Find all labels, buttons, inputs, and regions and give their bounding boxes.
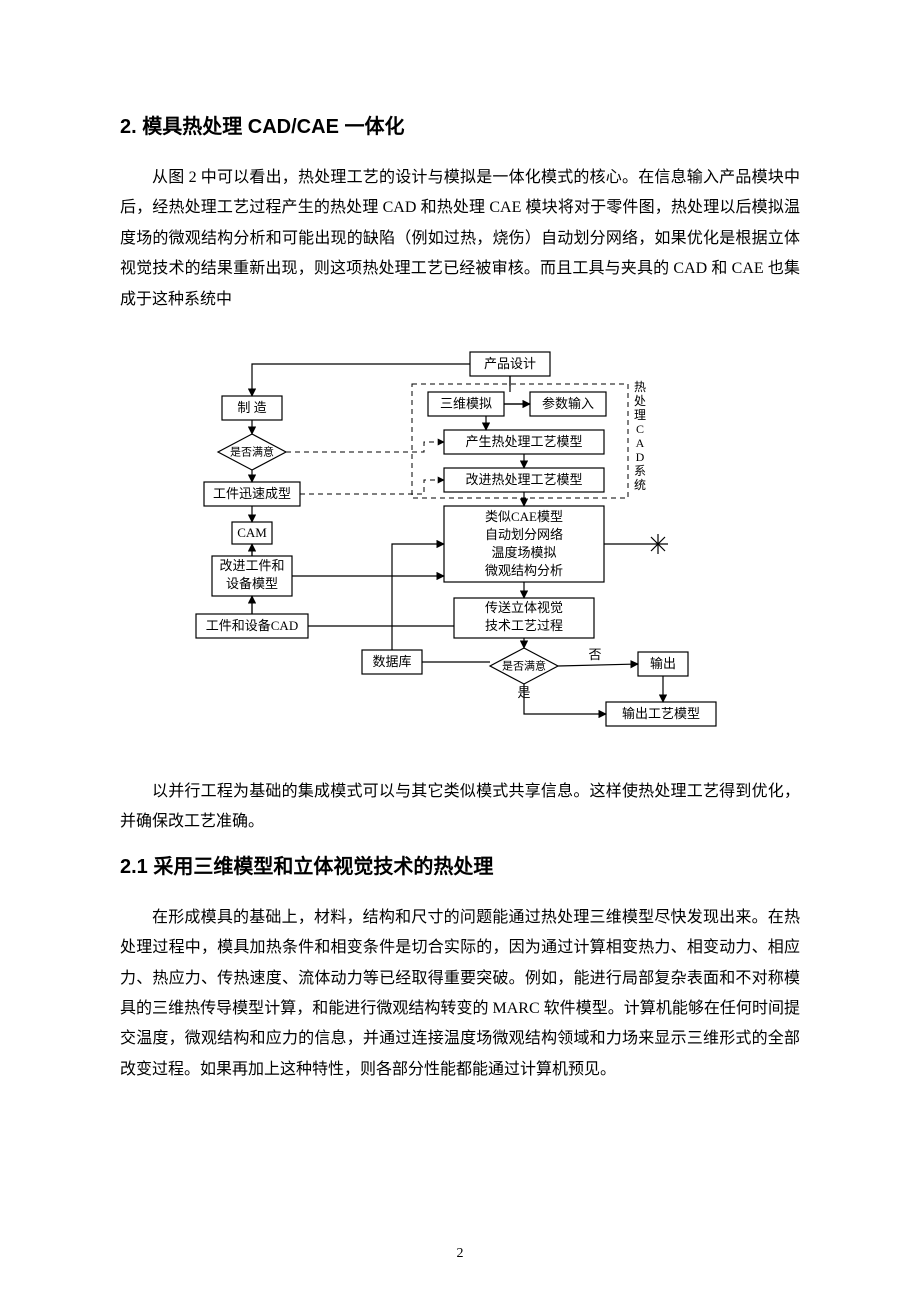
svg-text:传送立体视觉: 传送立体视觉: [485, 600, 563, 615]
svg-text:技术工艺过程: 技术工艺过程: [485, 618, 563, 633]
svg-text:设备模型: 设备模型: [226, 576, 278, 591]
svg-text:热: 热: [634, 380, 646, 394]
svg-text:A: A: [636, 436, 645, 450]
section-2-1-heading: 2.1 采用三维模型和立体视觉技术的热处理: [120, 850, 800, 879]
svg-text:输出工艺模型: 输出工艺模型: [622, 706, 700, 721]
svg-text:工件和设备CAD: 工件和设备CAD: [206, 618, 298, 633]
svg-text:工件迅速成型: 工件迅速成型: [213, 486, 291, 501]
svg-text:系: 系: [634, 464, 646, 478]
svg-text:改进工件和: 改进工件和: [219, 558, 284, 573]
svg-text:类似CAE模型: 类似CAE模型: [485, 509, 563, 524]
svg-text:自动划分网络: 自动划分网络: [485, 527, 563, 542]
svg-text:C: C: [636, 422, 644, 436]
svg-text:D: D: [636, 450, 645, 464]
page-number: 2: [0, 1246, 920, 1262]
svg-text:改进热处理工艺模型: 改进热处理工艺模型: [465, 472, 582, 487]
flowchart-svg: 产品设计三维模拟 参数输入产生热处理工艺模型改进热处理工艺模型 热处理CAD系统类似…: [190, 327, 730, 757]
section-2-heading: 2. 模具热处理 CAD/CAE 一体化: [120, 110, 800, 139]
svg-text:三维模拟: 三维模拟: [440, 396, 492, 411]
svg-text:否: 否: [588, 647, 601, 662]
flowchart-figure: 产品设计三维模拟 参数输入产生热处理工艺模型改进热处理工艺模型 热处理CAD系统类似…: [120, 327, 800, 757]
section-2-para-1: 从图 2 中可以看出，热处理工艺的设计与模拟是一体化模式的核心。在信息输入产品模…: [120, 163, 800, 315]
svg-text:输出: 输出: [650, 656, 676, 671]
section-2-1-para-1: 在形成模具的基础上，材料，结构和尺寸的问题能通过热处理三维模型尽快发现出来。在热…: [120, 903, 800, 1085]
svg-text:微观结构分析: 微观结构分析: [485, 563, 563, 578]
svg-text:制 造: 制 造: [237, 400, 266, 415]
svg-text:温度场模拟: 温度场模拟: [491, 545, 556, 560]
svg-text:处: 处: [634, 394, 646, 408]
svg-text:产品设计: 产品设计: [484, 356, 536, 371]
svg-text:统: 统: [634, 478, 646, 492]
svg-text:产生热处理工艺模型: 产生热处理工艺模型: [465, 434, 582, 449]
svg-text:数据库: 数据库: [372, 654, 411, 669]
svg-text:是否满意: 是否满意: [230, 444, 274, 458]
svg-text:理: 理: [634, 408, 646, 422]
svg-text:是否满意: 是否满意: [502, 658, 546, 672]
section-2-para-2: 以并行工程为基础的集成模式可以与其它类似模式共享信息。这样使热处理工艺得到优化，…: [120, 777, 800, 838]
svg-text:CAM: CAM: [237, 525, 267, 540]
svg-text:参数输入: 参数输入: [542, 396, 594, 411]
